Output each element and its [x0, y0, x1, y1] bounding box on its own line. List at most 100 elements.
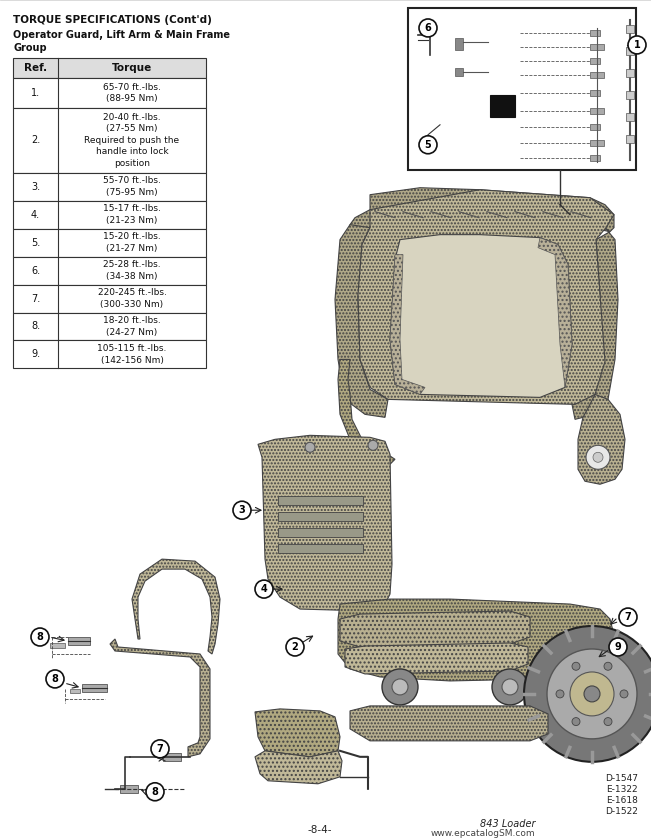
Polygon shape	[538, 238, 572, 387]
Text: 4.: 4.	[31, 210, 40, 220]
Bar	[13, 173, 206, 201]
Circle shape	[628, 36, 646, 54]
Circle shape	[419, 136, 437, 154]
Circle shape	[305, 443, 315, 452]
Polygon shape	[350, 706, 548, 741]
Circle shape	[593, 452, 603, 462]
Bar	[590, 30, 600, 36]
Text: 2.: 2.	[31, 135, 40, 145]
Polygon shape	[255, 751, 342, 784]
Text: 1: 1	[633, 40, 641, 50]
Text: E-1618: E-1618	[606, 795, 638, 805]
Polygon shape	[255, 709, 340, 757]
Bar	[13, 228, 206, 256]
Bar	[590, 155, 600, 160]
Text: 8: 8	[152, 787, 158, 797]
Text: 6: 6	[424, 23, 432, 33]
Bar	[278, 512, 363, 521]
Bar	[590, 108, 604, 114]
Circle shape	[619, 608, 637, 626]
Polygon shape	[345, 643, 528, 674]
Bar	[13, 256, 206, 285]
Bar	[163, 753, 181, 761]
Bar	[13, 201, 206, 228]
Bar	[455, 38, 463, 50]
Circle shape	[46, 670, 64, 688]
Bar	[278, 528, 363, 537]
Circle shape	[604, 662, 612, 670]
Text: 25-28 ft.-lbs.
(34-38 Nm): 25-28 ft.-lbs. (34-38 Nm)	[104, 260, 161, 281]
Text: 18-20 ft.-lbs.
(24-27 Nm): 18-20 ft.-lbs. (24-27 Nm)	[103, 317, 161, 337]
Circle shape	[584, 686, 600, 702]
Polygon shape	[572, 228, 618, 419]
Bar	[626, 69, 634, 77]
Text: 5.: 5.	[31, 238, 40, 248]
Bar	[13, 285, 206, 312]
Bar	[590, 139, 604, 146]
Text: 9: 9	[615, 642, 621, 652]
Polygon shape	[390, 234, 572, 397]
Text: 9.: 9.	[31, 349, 40, 360]
Text: 7: 7	[157, 744, 163, 753]
Polygon shape	[338, 360, 395, 465]
Bar	[13, 78, 206, 108]
Polygon shape	[340, 611, 530, 647]
Text: 5: 5	[424, 139, 432, 150]
Circle shape	[570, 672, 614, 716]
Circle shape	[620, 690, 628, 698]
Text: 20-40 ft.-lbs.
(27-55 Nm)
Required to push the
handle into lock
position: 20-40 ft.-lbs. (27-55 Nm) Required to pu…	[85, 113, 180, 168]
Text: 7: 7	[624, 612, 631, 622]
Text: 4: 4	[260, 584, 268, 594]
Polygon shape	[390, 255, 425, 395]
Bar	[626, 134, 634, 143]
Circle shape	[502, 679, 518, 695]
Text: 1.: 1.	[31, 88, 40, 97]
Text: 220-245 ft.-lbs.
(300-330 Nm): 220-245 ft.-lbs. (300-330 Nm)	[98, 288, 167, 309]
Bar	[590, 123, 600, 130]
Circle shape	[604, 717, 612, 726]
Text: 8.: 8.	[31, 322, 40, 332]
Circle shape	[419, 19, 437, 37]
Bar	[590, 58, 600, 64]
Polygon shape	[258, 435, 392, 611]
Text: 55-70 ft.-lbs.
(75-95 Nm): 55-70 ft.-lbs. (75-95 Nm)	[103, 176, 161, 197]
Text: 843 Loader: 843 Loader	[480, 819, 535, 829]
Circle shape	[586, 445, 610, 470]
Bar	[590, 72, 604, 78]
Circle shape	[392, 679, 408, 695]
Bar	[626, 25, 634, 33]
Text: Ref.: Ref.	[24, 63, 47, 73]
Bar	[13, 312, 206, 340]
Bar	[626, 91, 634, 99]
Text: 8: 8	[36, 632, 44, 642]
Text: 15-17 ft.-lbs.
(21-23 Nm): 15-17 ft.-lbs. (21-23 Nm)	[103, 204, 161, 225]
Bar	[13, 340, 206, 369]
Bar	[590, 90, 600, 96]
Polygon shape	[578, 395, 625, 484]
Text: 7.: 7.	[31, 293, 40, 303]
Text: Torque: Torque	[112, 63, 152, 73]
Circle shape	[255, 580, 273, 598]
Text: 15-20 ft.-lbs.
(21-27 Nm): 15-20 ft.-lbs. (21-27 Nm)	[103, 233, 161, 253]
Text: 6.: 6.	[31, 265, 40, 276]
Text: D-1522: D-1522	[605, 806, 638, 816]
Bar	[278, 496, 363, 505]
Text: 105-115 ft.-lbs.
(142-156 Nm): 105-115 ft.-lbs. (142-156 Nm)	[97, 344, 167, 365]
Circle shape	[547, 649, 637, 739]
Text: 3: 3	[239, 505, 245, 515]
Circle shape	[492, 669, 528, 705]
Polygon shape	[350, 187, 614, 232]
Polygon shape	[335, 224, 388, 417]
Circle shape	[382, 669, 418, 705]
Bar	[626, 47, 634, 55]
Text: TORQUE SPECIFICATIONS (Cont'd): TORQUE SPECIFICATIONS (Cont'd)	[13, 15, 212, 25]
Circle shape	[572, 717, 580, 726]
Text: -8-4-: -8-4-	[308, 825, 332, 835]
Text: Operator Guard, Lift Arm & Main Frame
Group: Operator Guard, Lift Arm & Main Frame Gr…	[13, 30, 230, 53]
Circle shape	[556, 690, 564, 698]
Circle shape	[31, 628, 49, 646]
Bar	[455, 68, 463, 76]
Polygon shape	[338, 599, 615, 681]
Circle shape	[151, 740, 169, 758]
Polygon shape	[110, 639, 210, 757]
